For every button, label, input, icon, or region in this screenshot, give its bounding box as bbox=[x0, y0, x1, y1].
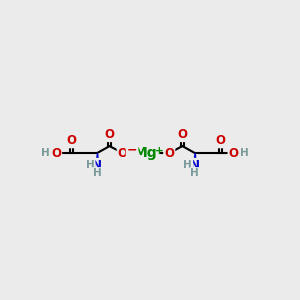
Text: O: O bbox=[177, 128, 188, 141]
Text: −: − bbox=[127, 143, 137, 157]
Text: Mg: Mg bbox=[134, 146, 158, 160]
Text: H: H bbox=[190, 168, 199, 178]
Text: H: H bbox=[184, 160, 192, 170]
Text: O: O bbox=[164, 146, 174, 160]
Text: O: O bbox=[229, 146, 238, 160]
Text: O: O bbox=[67, 134, 76, 147]
Polygon shape bbox=[96, 153, 99, 165]
Text: N: N bbox=[92, 159, 102, 172]
Text: H: H bbox=[86, 160, 94, 170]
Text: N: N bbox=[190, 159, 200, 172]
Text: O: O bbox=[105, 128, 115, 141]
Text: H: H bbox=[41, 148, 50, 158]
Polygon shape bbox=[193, 153, 197, 165]
Text: O: O bbox=[51, 146, 61, 160]
Text: H: H bbox=[240, 148, 249, 158]
Text: H: H bbox=[93, 168, 102, 178]
Text: ++: ++ bbox=[154, 146, 172, 157]
Text: O: O bbox=[215, 134, 225, 147]
Text: O: O bbox=[118, 146, 128, 160]
